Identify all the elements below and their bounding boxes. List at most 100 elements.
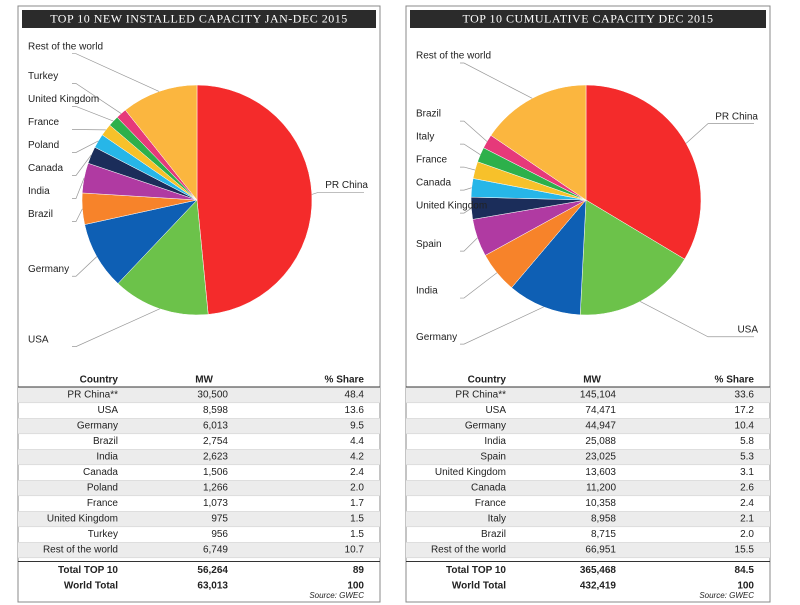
table-header: Country [80, 375, 119, 386]
table-cell: Brazil [481, 529, 506, 540]
table-cell: 2,754 [203, 436, 228, 447]
title-bar [410, 10, 766, 28]
table-cell: 9.5 [350, 421, 364, 432]
table-header: MW [195, 375, 213, 386]
row-band [406, 542, 770, 558]
slice-label: United Kingdom [416, 201, 487, 212]
slice-label: Brazil [28, 209, 53, 220]
table-cell: 3.1 [740, 467, 754, 478]
table-header: % Share [325, 375, 365, 386]
row-band [406, 418, 770, 434]
pie-slice [511, 199, 587, 316]
leader-line [72, 177, 85, 199]
table-cell: 1.5 [350, 514, 364, 525]
slice-label: United Kingdom [28, 94, 99, 105]
table-cell: Germany [465, 421, 506, 432]
table-cell: 5.3 [740, 452, 754, 463]
panel-border [17, 5, 381, 603]
table-cell: 10,358 [585, 498, 616, 509]
total-cell: 63,013 [197, 581, 228, 592]
slice-label: Italy [416, 132, 434, 143]
table-cell: Canada [83, 467, 118, 478]
table-header: % Share [715, 375, 755, 386]
table-cell: Poland [87, 483, 118, 494]
table-cell: 4.4 [350, 436, 364, 447]
table-cell: 145,104 [580, 390, 617, 401]
table-cell: 33.6 [735, 390, 755, 401]
table-cell: 13.6 [345, 405, 365, 416]
table-cell: Rest of the world [43, 545, 118, 556]
total-cell: 432,419 [580, 581, 617, 592]
table-cell: 975 [211, 514, 228, 525]
table-cell: 2.4 [350, 467, 364, 478]
slice-label: Germany [416, 332, 457, 343]
row-band [18, 418, 380, 434]
leader-line [460, 272, 498, 299]
table-cell: 13,603 [585, 467, 616, 478]
table-cell: 74,471 [585, 405, 616, 416]
leader-line [72, 83, 122, 114]
leader-line [460, 208, 472, 214]
source-note: Source: GWEC [699, 591, 754, 600]
slice-label: Canada [28, 163, 63, 174]
table-cell: 1,506 [203, 467, 228, 478]
slice-label: USA [737, 324, 758, 335]
row-band [18, 511, 380, 527]
pie-slice [490, 84, 587, 201]
table-cell: 8,715 [591, 529, 616, 540]
pie-slice [117, 199, 209, 316]
table-cell: USA [485, 405, 506, 416]
table-cell: 10.7 [345, 545, 365, 556]
slice-label: Poland [28, 140, 59, 151]
table-cell: India [96, 452, 118, 463]
leader-line [311, 192, 364, 195]
slice-label: India [416, 286, 438, 297]
row-band [406, 387, 770, 403]
table-cell: 4.2 [350, 452, 364, 463]
table-cell: 2,623 [203, 452, 228, 463]
total-cell: Total TOP 10 [446, 565, 506, 576]
leader-line [460, 120, 488, 142]
slice-label: Turkey [28, 71, 58, 82]
table-cell: PR China** [455, 390, 506, 401]
leader-line [72, 140, 99, 153]
slice-label: France [28, 117, 60, 128]
table-cell: 44,947 [585, 421, 616, 432]
leader-line [72, 154, 92, 176]
slice-label: France [416, 155, 448, 166]
leader-line [685, 123, 754, 144]
leader-line [72, 256, 98, 277]
leader-line [72, 53, 160, 92]
pie-slice [196, 84, 313, 315]
table-cell: 1,073 [203, 498, 228, 509]
table-cell: 25,088 [585, 436, 616, 447]
table-cell: 2.1 [740, 514, 754, 525]
table-cell: 23,025 [585, 452, 616, 463]
row-band [406, 480, 770, 496]
source-note: Source: GWEC [309, 591, 364, 600]
table-cell: 5.8 [740, 436, 754, 447]
table-cell: PR China** [67, 390, 118, 401]
row-band [406, 449, 770, 465]
leader-line [460, 166, 476, 171]
row-band [18, 480, 380, 496]
table-cell: Turkey [88, 529, 118, 540]
leader-line [460, 62, 533, 99]
leader-line [72, 106, 114, 122]
leader-line [72, 308, 160, 347]
total-cell: 365,468 [580, 565, 617, 576]
table-cell: USA [97, 405, 118, 416]
total-cell: Total TOP 10 [58, 565, 118, 576]
slice-label: PR China [325, 180, 368, 191]
slice-label: PR China [715, 111, 758, 122]
slice-label: Germany [28, 264, 69, 275]
table-cell: 2.0 [740, 529, 754, 540]
row-band [406, 511, 770, 527]
table-cell: 6,749 [203, 545, 228, 556]
pie-slice [124, 84, 198, 201]
table-cell: United Kingdom [47, 514, 118, 525]
total-cell: World Total [64, 581, 118, 592]
leader-line [639, 301, 754, 338]
row-band [18, 449, 380, 465]
table-cell: 8,598 [203, 405, 228, 416]
